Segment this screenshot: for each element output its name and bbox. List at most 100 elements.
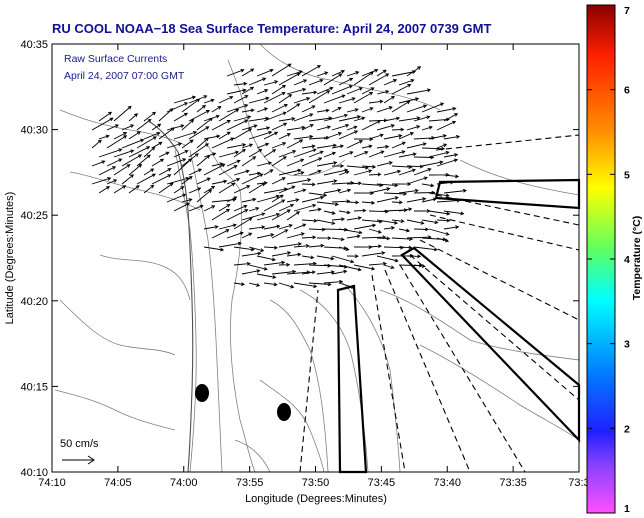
- current-vector: [263, 80, 279, 86]
- current-vector: [338, 170, 350, 176]
- current-vector: [398, 207, 413, 212]
- current-vector: [233, 148, 246, 158]
- current-vector: [286, 125, 306, 131]
- current-vector: [233, 81, 248, 86]
- current-vector: [286, 252, 302, 257]
- current-vector: [278, 282, 295, 289]
- plot-area: Raw Surface Currents April 24, 2007 07:0…: [51, 43, 581, 474]
- y-axis-label: Latitude (Degrees:Minutes): [4, 192, 16, 325]
- current-vector: [181, 139, 194, 149]
- current-vector: [301, 105, 316, 113]
- x-tick-label: 74:00: [170, 477, 198, 489]
- current-vector: [308, 90, 331, 104]
- current-vector: [331, 84, 353, 95]
- current-vector: [331, 69, 346, 77]
- current-vector: [376, 196, 399, 203]
- current-vector: [271, 269, 297, 275]
- current-vector: [98, 134, 110, 140]
- current-vector: [226, 159, 241, 167]
- current-vector: [226, 209, 249, 221]
- current-vector: [188, 204, 204, 212]
- current-vector: [226, 231, 244, 239]
- scale-label: 50 cm/s: [60, 438, 99, 450]
- current-vector: [286, 103, 301, 113]
- current-vector: [278, 116, 296, 122]
- current-vector: [278, 168, 302, 176]
- current-vector: [346, 108, 359, 113]
- current-vector: [248, 96, 270, 104]
- current-vector: [271, 103, 288, 113]
- current-vector: [143, 111, 157, 122]
- current-vector: [346, 140, 364, 149]
- current-vector: [346, 254, 359, 259]
- scale-arrow: [62, 455, 95, 465]
- current-vector: [293, 282, 318, 289]
- current-vector: [413, 167, 432, 176]
- current-vector: [248, 282, 261, 287]
- current-vector: [323, 210, 336, 215]
- current-vector: [263, 282, 278, 287]
- current-vector: [278, 262, 291, 267]
- current-vector: [346, 71, 360, 77]
- current-vector: [128, 113, 138, 122]
- current-vector: [173, 112, 189, 122]
- current-vector: [113, 149, 135, 158]
- current-vector: [136, 136, 157, 149]
- current-vector: [106, 135, 128, 149]
- current-vector: [368, 133, 384, 140]
- current-vector: [91, 160, 106, 167]
- current-vector: [398, 132, 415, 140]
- shoreline: [149, 121, 194, 473]
- current-vector: [383, 192, 408, 196]
- current-vector: [241, 86, 255, 95]
- current-vector: [188, 126, 210, 140]
- current-vector: [338, 188, 352, 194]
- current-vector: [383, 225, 396, 230]
- current-vector: [211, 162, 224, 167]
- current-vector: [271, 229, 289, 239]
- current-vector: [278, 150, 297, 158]
- current-vector: [353, 92, 374, 104]
- x-tick-label: 74:05: [104, 477, 132, 489]
- current-vector: [121, 154, 143, 167]
- current-vector: [128, 185, 140, 194]
- current-vector: [226, 68, 245, 77]
- current-vector: [293, 223, 307, 230]
- current-vector: [308, 243, 325, 248]
- current-vector: [421, 146, 446, 151]
- current-vector: [308, 150, 324, 158]
- current-vector: [436, 237, 450, 243]
- current-vector: [361, 87, 375, 95]
- current-vector: [361, 164, 377, 169]
- current-vector: [323, 151, 337, 158]
- current-vector: [338, 210, 351, 215]
- current-vector: [233, 261, 251, 266]
- current-vector: [353, 223, 377, 230]
- current-vector: [383, 245, 405, 250]
- current-vector: [331, 144, 345, 149]
- current-vector: [106, 158, 123, 167]
- current-vector: [151, 123, 162, 131]
- current-vector: [263, 260, 286, 266]
- current-vector: [293, 243, 310, 248]
- current-vector: [263, 111, 287, 122]
- current-vector: [233, 185, 251, 194]
- current-vector: [158, 127, 175, 140]
- current-vector: [413, 246, 438, 252]
- current-vector: [421, 125, 433, 131]
- current-vector: [218, 241, 243, 248]
- current-vector: [383, 134, 403, 140]
- current-vector: [233, 128, 253, 140]
- station-marker: [195, 384, 209, 402]
- current-vector: [286, 232, 305, 239]
- current-vector: [413, 264, 426, 269]
- station-marker: [277, 403, 291, 421]
- current-vector: [98, 186, 110, 194]
- current-vector: [428, 210, 451, 216]
- current-vector: [308, 78, 324, 86]
- current-vector: [218, 131, 231, 140]
- current-vector: [241, 212, 266, 221]
- current-vector: [338, 77, 354, 86]
- current-vector: [241, 232, 253, 239]
- current-vector: [98, 111, 113, 122]
